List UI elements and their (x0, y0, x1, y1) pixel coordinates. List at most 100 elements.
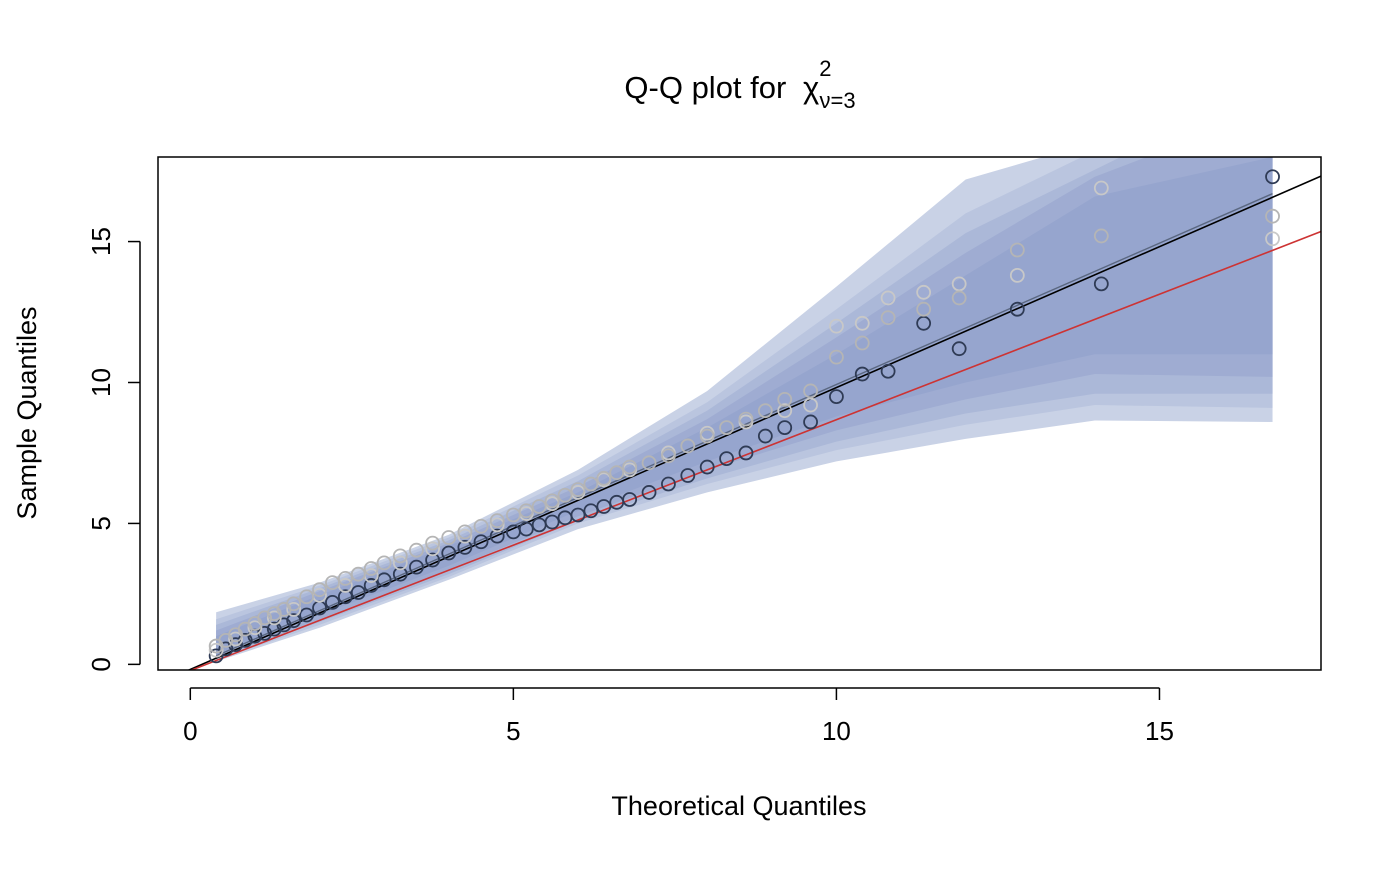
data-point (544, 493, 560, 509)
y-tick-label: 15 (86, 227, 116, 256)
data-point (719, 420, 734, 435)
data-point (457, 528, 473, 544)
chart-title: Q-Q plot for χ2 ν=3 (624, 56, 855, 113)
data-point (518, 521, 534, 537)
data-point (854, 335, 870, 351)
data-point (325, 594, 340, 610)
data-point (425, 541, 440, 557)
data-point (299, 607, 315, 623)
data-point (719, 451, 734, 466)
data-point (473, 518, 489, 534)
data-point (218, 641, 234, 657)
data-point (489, 513, 505, 529)
data-point (208, 648, 224, 664)
data-point (661, 476, 676, 492)
data-point (622, 459, 638, 475)
data-point (1009, 267, 1025, 283)
data-point (457, 539, 473, 555)
data-point (409, 559, 424, 575)
data-point (951, 276, 967, 292)
data-point (392, 548, 408, 564)
y-axis-title: Sample Quantiles (12, 306, 42, 519)
data-point (489, 528, 505, 544)
data-point (457, 524, 473, 540)
data-point (489, 517, 505, 533)
data-point (738, 411, 754, 427)
data-point (286, 601, 302, 617)
data-point (609, 465, 625, 481)
data-point (583, 476, 599, 492)
data-point (257, 610, 273, 626)
data-point (880, 310, 896, 326)
data-point (596, 470, 612, 486)
data-point (641, 485, 657, 500)
data-point (441, 545, 457, 561)
data-point (266, 621, 282, 637)
data-point (350, 566, 366, 582)
y-tick-label: 0 (86, 657, 116, 671)
data-point (777, 403, 793, 419)
data-point (880, 290, 896, 306)
data-point (757, 403, 773, 419)
x-tick-label: 0 (183, 716, 197, 746)
y-axis: 0 5 10 15 (86, 227, 141, 672)
chart-title-superscript: 2 (819, 56, 831, 81)
data-point (596, 499, 612, 514)
data-point (376, 572, 392, 588)
data-point (505, 507, 521, 523)
data-point (757, 428, 773, 444)
data-point (803, 397, 818, 413)
data-point (1009, 242, 1025, 258)
plot-area (187, 157, 1321, 670)
data-point (409, 542, 424, 558)
data-point (473, 534, 489, 550)
data-point (916, 301, 932, 317)
x-axis-title: Theoretical Quantiles (611, 791, 866, 821)
chart-title-prefix: Q-Q plot for (624, 70, 795, 105)
data-point (1265, 169, 1280, 185)
data-point (531, 499, 547, 514)
y-tick-label: 5 (86, 516, 116, 530)
data-point (803, 383, 818, 399)
data-point (376, 555, 392, 571)
data-point (880, 363, 896, 379)
data-point (583, 503, 599, 519)
data-point (544, 514, 560, 530)
data-point (363, 578, 379, 593)
confidence-band-50 (216, 157, 1273, 656)
data-point (916, 315, 932, 331)
data-point (518, 503, 534, 519)
data-point (266, 606, 282, 622)
chart-title-subscript: ν=3 (819, 88, 855, 113)
chart-title-symbol: χ (803, 70, 819, 105)
data-point (680, 438, 696, 454)
data-point (777, 392, 793, 407)
data-point (829, 389, 844, 404)
data-point (803, 414, 818, 430)
data-point (337, 570, 353, 586)
data-point (661, 448, 676, 464)
data-point (425, 552, 440, 568)
x-tick-label: 10 (822, 716, 851, 746)
data-point (1093, 276, 1109, 292)
data-point (829, 318, 844, 334)
plot-border (157, 156, 1322, 671)
data-point (951, 290, 967, 306)
data-point (286, 596, 302, 612)
data-point (777, 420, 793, 435)
data-point (276, 617, 292, 633)
data-point (325, 575, 340, 591)
data-point (228, 637, 243, 653)
data-point (1093, 180, 1109, 196)
data-point (570, 507, 586, 523)
data-point (854, 366, 870, 382)
data-point (441, 530, 457, 545)
x-tick-label: 5 (506, 716, 520, 746)
data-point (425, 535, 440, 551)
data-point (738, 445, 754, 461)
data-point (570, 482, 586, 498)
data-point (337, 589, 353, 605)
data-point (1009, 301, 1025, 317)
data-point (247, 620, 263, 636)
